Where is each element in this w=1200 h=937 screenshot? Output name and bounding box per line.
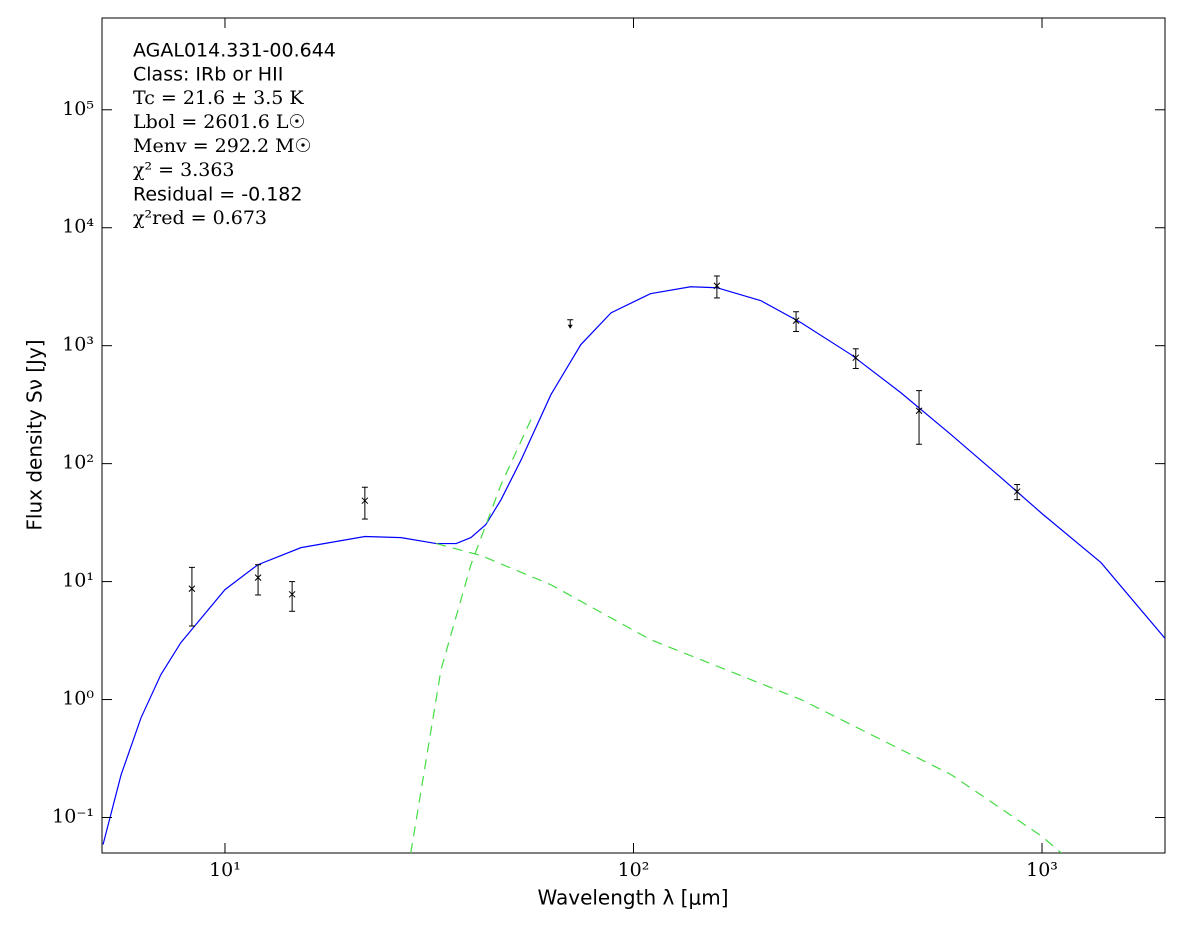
y-tick-label: 10¹: [62, 570, 94, 592]
curves: [102, 286, 1165, 853]
annotation: Lbol = 2601.6 L☉: [133, 111, 305, 133]
error-bar: [188, 566, 195, 627]
y-tick-label: 10⁴: [62, 216, 94, 238]
y-tick-label: 10⁵: [62, 98, 94, 120]
model-curve: [102, 286, 1165, 845]
upper-limit-arrow: [567, 324, 573, 329]
error-bar: [255, 564, 262, 596]
data-point: [254, 574, 262, 582]
annotation: Tc = 21.6 ± 3.5 K: [133, 87, 304, 109]
y-tick-label: 10²: [62, 452, 94, 474]
data-point: [1013, 488, 1021, 495]
component-curve: [436, 543, 1062, 853]
y-tick-label: 10³: [62, 334, 94, 356]
error-bar: [852, 348, 859, 369]
data-point: [852, 354, 860, 362]
annotation: Menv = 292.2 M☉: [133, 135, 312, 157]
annotation: χ²red = 0.673: [133, 207, 267, 229]
y-tick-label: 10⁰: [62, 688, 94, 710]
annotation: AGAL014.331-00.644: [133, 40, 336, 62]
data-point: [188, 585, 196, 593]
x-axis-label: Wavelength λ [μm]: [537, 886, 728, 910]
y-tick-label: 10⁻¹: [52, 805, 94, 827]
error-bar: [793, 311, 800, 332]
annotation: χ² = 3.363: [133, 159, 235, 181]
data-point: [792, 317, 800, 325]
annotation: Residual = -0.182: [133, 184, 303, 206]
error-bar: [713, 275, 720, 299]
error-bar: [916, 390, 923, 445]
error-bar: [361, 486, 368, 520]
component-curve: [410, 419, 532, 853]
data-point: [713, 282, 721, 290]
data-point: [361, 497, 369, 505]
error-bar: [289, 581, 296, 612]
annotation: Class: IRb or HII: [133, 64, 283, 86]
x-tick-label: 10¹: [209, 859, 241, 881]
x-tick-label: 10³: [1026, 859, 1058, 881]
data-point: [915, 407, 923, 415]
x-tick-label: 10²: [618, 859, 650, 881]
y-axis-label: Flux density Sν [Jy]: [23, 339, 47, 530]
data-point: [288, 590, 296, 598]
